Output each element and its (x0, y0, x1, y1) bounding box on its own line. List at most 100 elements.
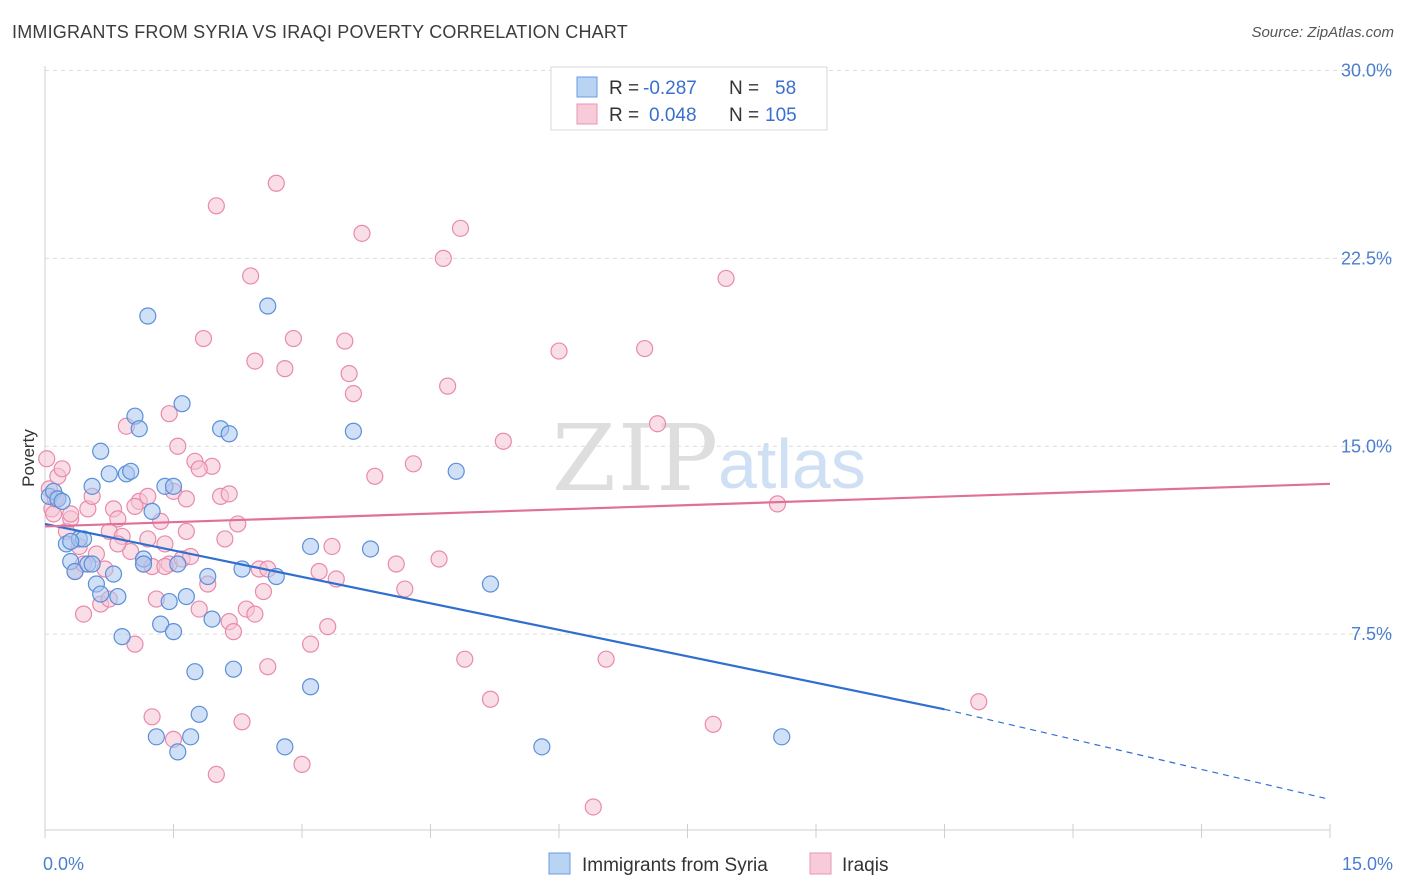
syria-point (62, 532, 80, 551)
syria-point (160, 592, 178, 611)
legend-syria-swatch (576, 76, 598, 98)
iraqis-point (190, 460, 208, 478)
syria-point (276, 738, 294, 756)
bottom-legend-syria-label: Immigrants from Syria (582, 855, 768, 876)
watermark: ZIP atlas (552, 405, 866, 512)
iraqis-point (229, 515, 247, 533)
syria-point (301, 537, 320, 556)
syria-point (113, 628, 131, 646)
syria-point (220, 425, 238, 443)
syria-point (130, 420, 148, 438)
syria-point (301, 678, 320, 696)
bottom-legend-syria-swatch (548, 852, 571, 875)
syria-point (224, 660, 243, 678)
iraqis-point (139, 487, 157, 505)
syria-point (100, 465, 118, 483)
syria-point (361, 540, 380, 558)
iraqis-point (584, 798, 602, 816)
legend-syria-r-label: R = (609, 78, 639, 99)
legend-box: R = -0.287 N = 58 R = 0.048 N = 105 (550, 66, 828, 131)
legend-iraqis-r-label: R = (609, 105, 639, 126)
chart-title: IMMIGRANTS FROM SYRIA VS IRAQI POVERTY C… (12, 22, 628, 42)
iraqis-point (53, 460, 71, 478)
trend-lines (44, 482, 1331, 801)
y-tick-labels: 7.5% 15.0% 22.5% 30.0% (1341, 61, 1392, 645)
iraqis-point (139, 530, 157, 548)
syria-point (134, 555, 153, 573)
y-tick-label: 15.0% (1341, 436, 1392, 456)
legend-syria-r-value: -0.287 (643, 78, 697, 99)
iraqis-point (207, 765, 225, 784)
syria-point (169, 743, 187, 761)
bottom-legend: Immigrants from Syria Iraqis (548, 852, 888, 876)
syria-point (186, 663, 204, 681)
y-tick-label: 22.5% (1341, 248, 1392, 268)
syria-point (143, 502, 161, 520)
syria-point (164, 477, 183, 495)
syria-point (104, 565, 123, 583)
iraqis-point (301, 635, 320, 653)
iraqis-point (194, 329, 213, 348)
iraqis-point (169, 437, 187, 455)
iraqis-point (62, 505, 80, 523)
iraqis-point (597, 650, 615, 668)
iraqis-point (220, 485, 238, 503)
iraqis-point (284, 329, 303, 348)
legend-iraqis-n-label: N = (729, 105, 759, 126)
iraqis-point (126, 635, 144, 653)
iraqis-point (353, 224, 371, 242)
iraqis-point (246, 352, 264, 370)
syria-point (173, 395, 191, 413)
iraqis-point (74, 605, 93, 623)
iraqis-point (704, 715, 722, 733)
iraqis-point (456, 650, 474, 668)
iraqis-point (224, 623, 243, 641)
iraqis-point (336, 332, 354, 350)
iraqis-point (267, 174, 285, 192)
iraqis-point (550, 342, 568, 360)
bottom-legend-iraqis-label: Iraqis (842, 855, 888, 876)
iraqis-point (970, 693, 988, 711)
syria-point (481, 575, 500, 593)
iraqis-point (143, 708, 161, 726)
bottom-legend-iraqis-swatch (809, 852, 832, 875)
gridlines (45, 70, 1392, 635)
syria-point (139, 307, 157, 325)
y-tick-label: 7.5% (1351, 624, 1392, 644)
syria-points (40, 297, 791, 761)
syria-point (53, 492, 71, 510)
iraqis-point (434, 249, 452, 267)
iraqis-point (293, 755, 311, 773)
iraqis-point (439, 377, 457, 395)
iraqis-point (404, 455, 422, 473)
legend-syria-n-label: N = (729, 78, 759, 99)
iraqis-point (387, 555, 405, 573)
iraqis-point (430, 550, 448, 568)
syria-trend-extension (944, 708, 1331, 801)
legend-iraqis-swatch (576, 103, 598, 125)
iraqis-point (310, 562, 328, 581)
iraqis-point (160, 405, 178, 423)
syria-point (259, 297, 277, 315)
syria-point (190, 705, 208, 723)
syria-point (773, 728, 791, 746)
iraqis-point (190, 600, 208, 618)
iraqis-point (481, 690, 500, 708)
syria-point (83, 477, 101, 495)
iraqis-point (254, 582, 273, 601)
iraqis-point (122, 542, 140, 561)
iraqis-point (216, 530, 234, 548)
iraqis-point (242, 267, 260, 285)
x-tick-label-min: 0.0% (43, 854, 84, 874)
syria-point (109, 587, 127, 606)
watermark-atlas: atlas (718, 425, 866, 503)
iraqis-trend-line (44, 482, 1331, 528)
syria-point (83, 555, 101, 573)
iraqis-point (259, 658, 277, 676)
axes (44, 66, 1331, 838)
syria-point (164, 623, 183, 641)
iraqis-point (396, 580, 414, 598)
iraqis-point (494, 432, 512, 450)
iraqis-point (366, 467, 384, 485)
iraqis-point (636, 339, 654, 358)
